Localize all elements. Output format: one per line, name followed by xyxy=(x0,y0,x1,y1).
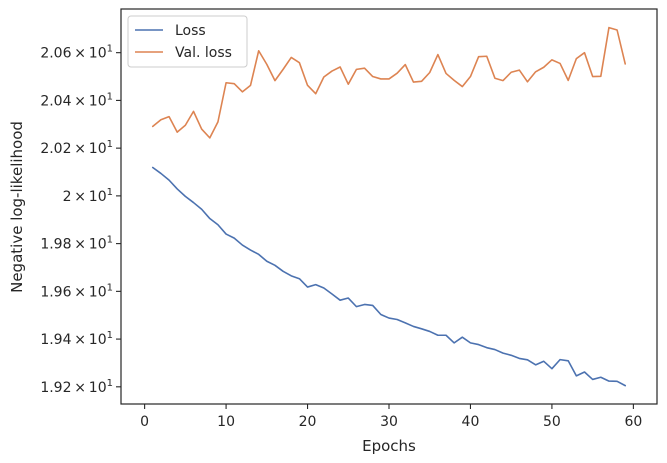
x-tick-label: 20 xyxy=(299,414,317,430)
legend-label-0: Loss xyxy=(175,23,206,39)
legend: Loss Val. loss xyxy=(127,15,248,68)
series-layer xyxy=(151,26,627,387)
y-tick-label: 2.04 × 101 xyxy=(40,91,113,109)
x-axis-label: Epochs xyxy=(362,437,416,455)
series-line-0 xyxy=(151,166,627,387)
x-axis: 0 10 20 30 40 50 60 xyxy=(140,404,642,430)
x-tick-label: 60 xyxy=(624,414,642,430)
legend-label-1: Val. loss xyxy=(175,45,232,61)
y-tick-label: 1.94 × 101 xyxy=(40,330,113,348)
y-axis: 1.92 × 101 1.94 × 101 1.96 × 101 1.98 × 101… xyxy=(40,44,121,396)
x-tick-label: 10 xyxy=(217,414,235,430)
y-tick-label: 2 × 101 xyxy=(63,187,113,205)
plot-frame xyxy=(120,8,658,405)
y-tick-label: 1.92 × 101 xyxy=(40,378,113,396)
x-tick-label: 40 xyxy=(462,414,480,430)
y-tick-label: 2.02 × 101 xyxy=(40,139,113,157)
legend-box xyxy=(127,15,248,68)
x-tick-label: 50 xyxy=(543,414,561,430)
y-tick-label: 1.98 × 101 xyxy=(40,235,113,253)
y-tick-label: 1.96 × 101 xyxy=(40,282,113,300)
y-tick-label: 2.06 × 101 xyxy=(40,44,113,62)
y-axis-label: Negative log-likelihood xyxy=(8,121,26,293)
x-tick-label: 30 xyxy=(380,414,398,430)
series-line-1 xyxy=(151,26,627,139)
x-tick-label: 0 xyxy=(140,414,149,430)
